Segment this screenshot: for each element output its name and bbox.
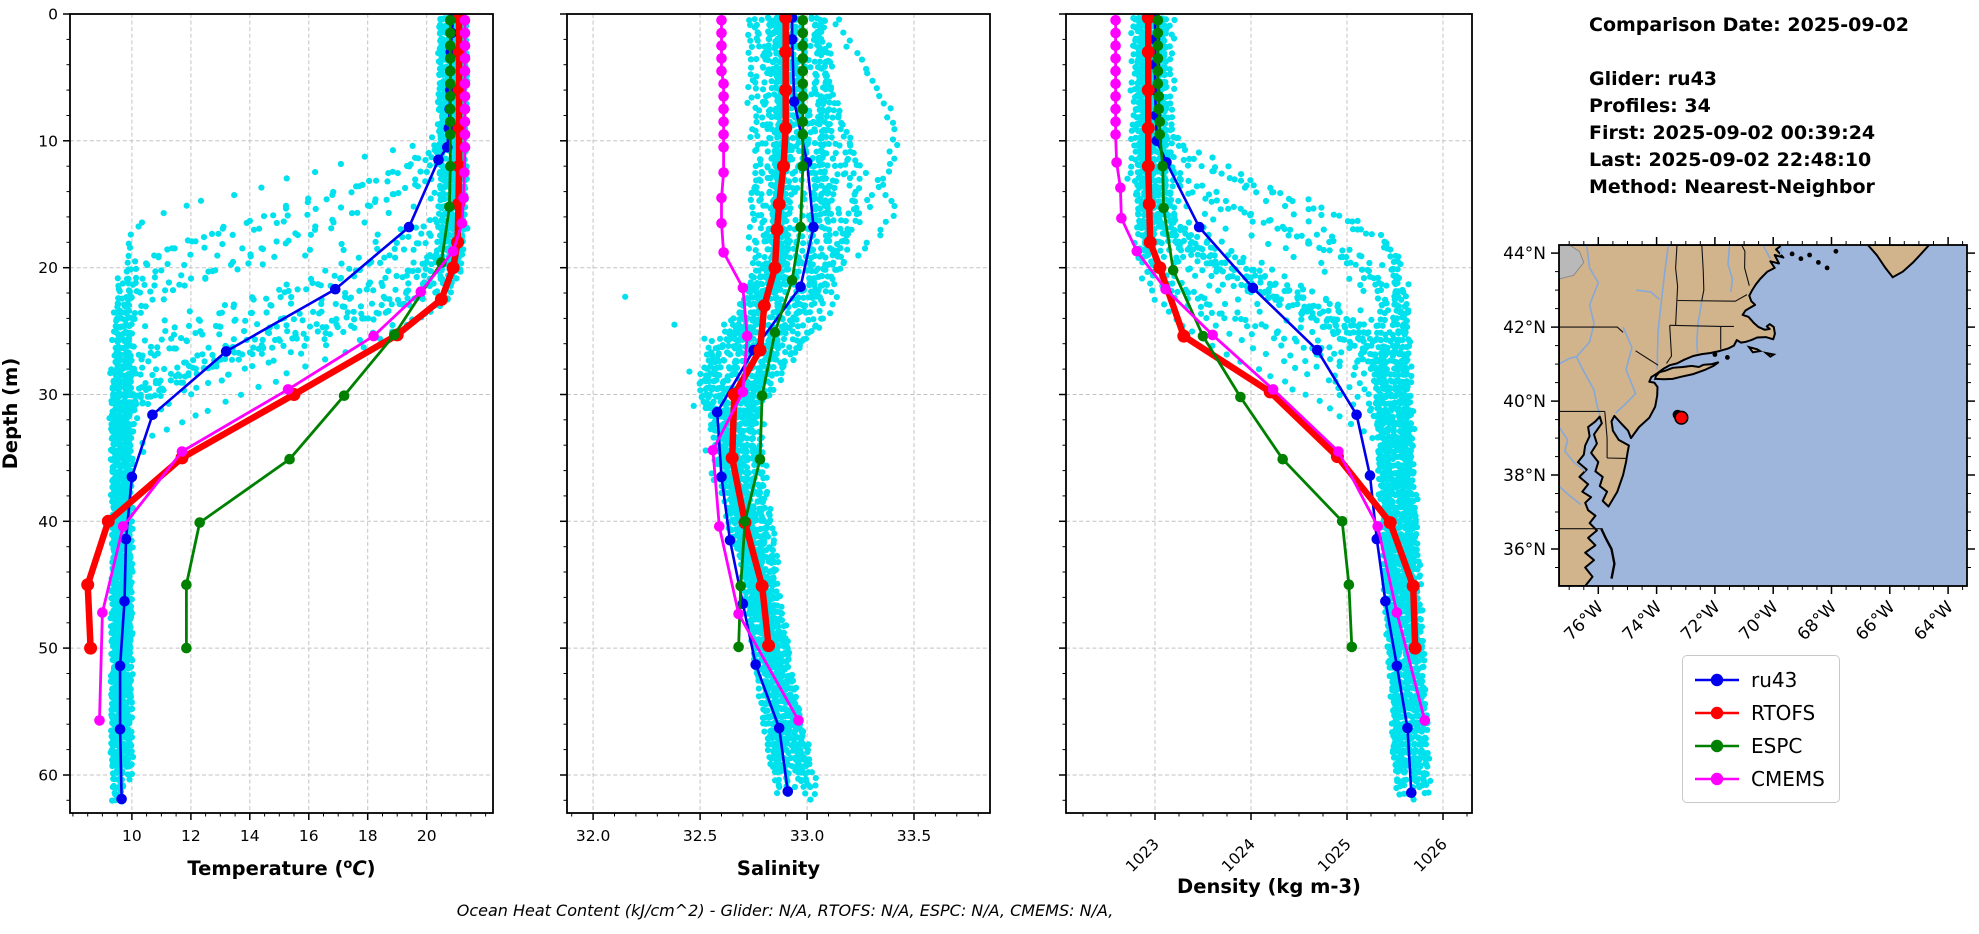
- method-text: Method: Nearest-Neighbor: [1589, 176, 1875, 198]
- y-axis-label: Depth (m): [0, 358, 22, 470]
- x-axis-label: Density (kg m-3): [1177, 875, 1361, 898]
- series-CMEMS: [94, 14, 471, 726]
- svg-text:20: 20: [38, 259, 58, 277]
- plot-frame: [566, 13, 991, 814]
- series-ESPC: [181, 14, 456, 654]
- series-ESPC: [733, 14, 809, 653]
- rivers: [1559, 245, 1783, 506]
- nova-scotia: [1866, 245, 1931, 279]
- axis-tick-labels: 1023 1024 1025 1026: [1122, 835, 1451, 876]
- coastline-mainland: [1559, 245, 1785, 586]
- legend-label: RTOFS: [1751, 700, 1816, 725]
- comparison-date-text: Comparison Date: 2025-09-02: [1589, 14, 1909, 36]
- plot-frame: [1065, 13, 1473, 814]
- ocean-heat-content-caption: Ocean Heat Content (kJ/cm^2) - Glider: N…: [456, 901, 1114, 920]
- series-ru43: [711, 14, 819, 797]
- series-ESPC: [1152, 14, 1358, 653]
- series-ru43: [114, 14, 459, 805]
- svg-text:12: 12: [181, 827, 201, 845]
- marthas-vineyard: [1746, 345, 1763, 354]
- axis-ticks: [63, 13, 487, 820]
- legend-label: CMEMS: [1751, 766, 1825, 791]
- x-axis-label: Salinity: [737, 857, 820, 880]
- axis-ticks: [1059, 13, 1468, 820]
- nantucket: [1762, 351, 1777, 358]
- svg-text:10: 10: [38, 132, 58, 150]
- profiles-count-text: Profiles: 34: [1589, 95, 1711, 117]
- svg-text:60: 60: [38, 767, 58, 785]
- legend-item-ESPC: ESPC: [1693, 729, 1825, 762]
- last-profile-time-text: Last: 2025-09-02 22:48:10: [1589, 149, 1872, 171]
- legend-line-marker: [1695, 739, 1739, 752]
- axis-ticks: [560, 13, 979, 820]
- legend-line-marker: [1695, 673, 1739, 686]
- legend-label: ESPC: [1751, 733, 1803, 758]
- temperature-profile-plot: 10 12 14 16 18 20 0 10 20 30 40 50 60 Temperature (oC…: [0, 6, 494, 880]
- svg-text:30: 30: [38, 386, 58, 404]
- glider-scatter-points: [106, 14, 471, 805]
- first-profile-time-text: First: 2025-09-02 00:39:24: [1589, 122, 1876, 144]
- axis-tick-labels: 10 12 14 16 18 20 0 10 20 30 40 50 60: [38, 6, 436, 846]
- plot-frame: [69, 13, 494, 814]
- info-spacer: [1589, 39, 1909, 66]
- series-RTOFS: [725, 14, 793, 653]
- svg-text:16: 16: [299, 827, 319, 845]
- svg-text:18: 18: [358, 827, 378, 845]
- legend-item-CMEMS: CMEMS: [1693, 762, 1825, 795]
- map-frame: [1558, 244, 1968, 587]
- axis-tick-labels: 32.0 32.5 33.0 33.5: [576, 827, 931, 845]
- series-RTOFS: [81, 14, 466, 655]
- glider-name-text: Glider: ru43: [1589, 68, 1718, 90]
- legend-line-marker: [1695, 706, 1739, 719]
- glider-position-marker: [1674, 410, 1689, 425]
- legend-item-RTOFS: RTOFS: [1693, 696, 1825, 729]
- comparison-info-panel: Comparison Date: 2025-09-02 Glider: ru43…: [1589, 12, 1909, 201]
- series-CMEMS: [1110, 14, 1431, 726]
- x-axis-label: Temperature (oC): [187, 857, 375, 880]
- legend: ru43 RTOFS ESPC CMEMS: [1682, 655, 1840, 803]
- salinity-profile-plot: 32.0 32.5 33.0 33.5 Salinity: [560, 13, 991, 880]
- lake-ontario: [1559, 245, 1585, 280]
- long-island: [1653, 361, 1720, 381]
- state-borders: [1559, 245, 1750, 530]
- legend-label: ru43: [1751, 667, 1798, 692]
- svg-text:10: 10: [122, 827, 142, 845]
- glider-scatter-points: [1124, 14, 1434, 803]
- coastal-islands: [1712, 248, 1839, 360]
- series-CMEMS: [707, 14, 804, 726]
- svg-text:14: 14: [240, 827, 260, 845]
- outer-banks: [1600, 528, 1616, 579]
- svg-text:50: 50: [38, 640, 58, 658]
- svg-text:40: 40: [38, 513, 58, 531]
- location-map: 44°N42°N40°N38°N36°N76°W 74°W 72°W 70°W 68°W…: [1503, 237, 1975, 645]
- legend-item-ru43: ru43: [1693, 663, 1825, 696]
- map-ticks: [1551, 237, 1975, 594]
- legend-line-marker: [1695, 772, 1739, 785]
- svg-text:0: 0: [48, 6, 58, 24]
- svg-text:20: 20: [417, 827, 437, 845]
